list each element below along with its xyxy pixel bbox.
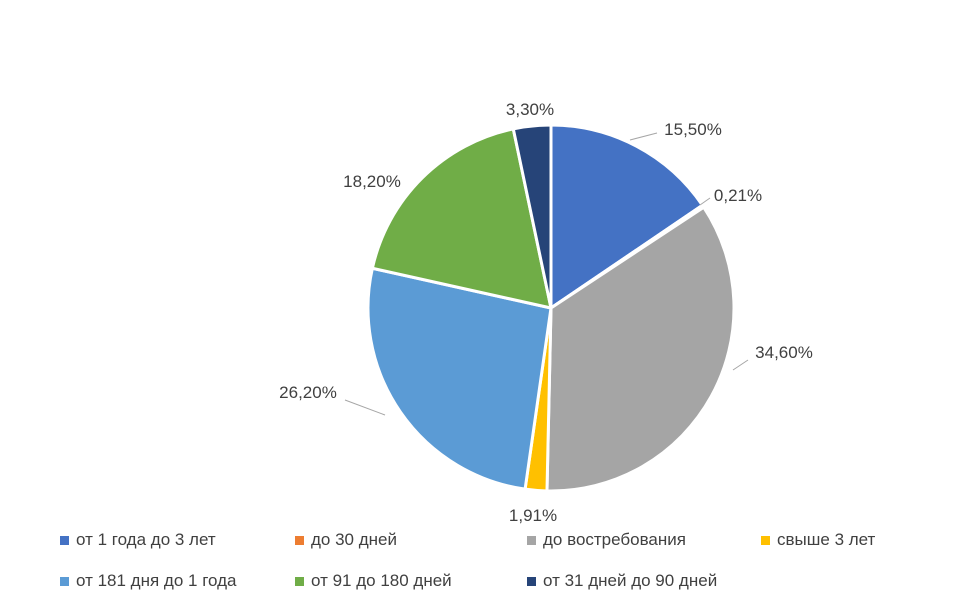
legend-item-on-demand: до востребования bbox=[527, 530, 686, 550]
legend-item-31-90-days: от 31 дней до 90 дней bbox=[527, 571, 717, 591]
legend-item-over-3-years: свыше 3 лет bbox=[761, 530, 875, 550]
leader-line bbox=[699, 197, 711, 206]
data-label: 1,91% bbox=[509, 506, 557, 525]
legend-label: от 181 дня до 1 года bbox=[76, 571, 237, 590]
legend-label: свыше 3 лет bbox=[777, 530, 876, 549]
leader-line bbox=[344, 399, 386, 416]
legend: от 1 года до 3 лет до 30 дней до востреб… bbox=[60, 530, 960, 600]
legend-swatch bbox=[295, 535, 304, 545]
legend-swatch bbox=[527, 576, 536, 586]
leader-line bbox=[629, 132, 658, 141]
slices-layer bbox=[366, 123, 736, 493]
legend-label: от 1 года до 3 лет bbox=[76, 530, 216, 549]
legend-swatch bbox=[761, 535, 770, 545]
legend-label: от 31 дней до 90 дней bbox=[543, 571, 718, 590]
legend-label: до востребования bbox=[543, 530, 686, 549]
pie-slice bbox=[366, 266, 553, 491]
pie-slice bbox=[370, 127, 553, 310]
data-label: 26,20% bbox=[279, 383, 337, 402]
data-label: 18,20% bbox=[343, 172, 401, 191]
legend-item-1-3-years: от 1 года до 3 лет bbox=[60, 530, 216, 550]
legend-label: до 30 дней bbox=[311, 530, 397, 549]
pie-slice bbox=[549, 123, 704, 310]
pie-slice bbox=[545, 205, 736, 493]
legend-swatch bbox=[527, 535, 536, 545]
legend-swatch bbox=[295, 576, 304, 586]
data-label: 0,21% bbox=[714, 186, 762, 205]
legend-swatch bbox=[60, 576, 69, 586]
data-label: 34,60% bbox=[755, 343, 813, 362]
labels-layer: 15,50% 0,21% 34,60% 1,91% 26,20% 18,20% 3,30% bbox=[279, 100, 813, 525]
data-label: 3,30% bbox=[506, 100, 554, 119]
leaders-layer bbox=[344, 132, 749, 416]
legend-item-181-days-1-year: от 181 дня до 1 года bbox=[60, 571, 236, 591]
legend-item-30-days: до 30 дней bbox=[295, 530, 397, 550]
legend-item-91-180-days: от 91 до 180 дней bbox=[295, 571, 452, 591]
leader-line bbox=[732, 359, 749, 371]
legend-label: от 91 до 180 дней bbox=[311, 571, 452, 590]
data-label: 15,50% bbox=[664, 120, 722, 139]
pie-slice bbox=[511, 123, 553, 310]
legend-swatch bbox=[60, 535, 69, 545]
